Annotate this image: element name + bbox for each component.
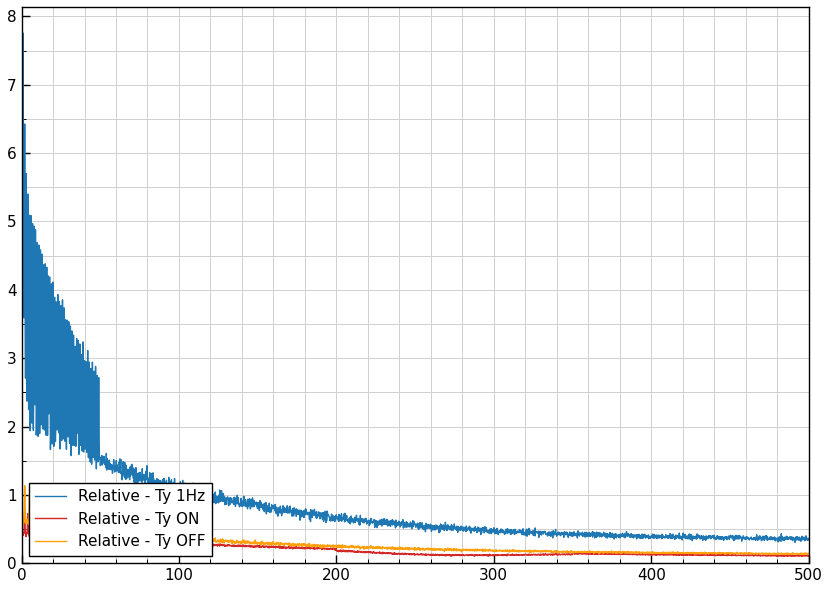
Relative - Ty 1Hz [18, 30, 28, 37]
Relative - Ty ON [704, 552, 714, 559]
Relative - Ty ON [788, 552, 798, 559]
Relative - Ty OFF [803, 550, 813, 557]
Relative - Ty 1Hz [790, 539, 800, 546]
Legend: Relative - Ty 1Hz, Relative - Ty ON, Relative - Ty OFF: Relative - Ty 1Hz, Relative - Ty ON, Rel… [29, 483, 212, 556]
Relative - Ty ON [106, 535, 116, 542]
Relative - Ty 1Hz [803, 536, 813, 543]
Relative - Ty OFF [704, 549, 714, 556]
Line: Relative - Ty OFF: Relative - Ty OFF [22, 486, 808, 555]
Line: Relative - Ty ON: Relative - Ty ON [22, 510, 808, 556]
Relative - Ty OFF [154, 533, 164, 540]
Relative - Ty 1Hz [788, 536, 798, 543]
Relative - Ty 1Hz [704, 533, 714, 540]
Relative - Ty ON [319, 545, 329, 552]
Relative - Ty 1Hz [353, 517, 363, 525]
Relative - Ty OFF [17, 520, 27, 527]
Relative - Ty OFF [20, 482, 30, 489]
Line: Relative - Ty 1Hz: Relative - Ty 1Hz [22, 33, 808, 542]
Relative - Ty ON [20, 507, 30, 514]
Relative - Ty ON [779, 553, 789, 560]
Relative - Ty OFF [802, 551, 812, 558]
Relative - Ty OFF [353, 543, 363, 550]
Relative - Ty OFF [788, 549, 798, 556]
Relative - Ty OFF [319, 542, 329, 549]
Relative - Ty ON [353, 549, 363, 556]
Relative - Ty OFF [106, 529, 116, 536]
Relative - Ty ON [17, 532, 27, 539]
Relative - Ty 1Hz [106, 465, 116, 472]
Relative - Ty ON [154, 540, 164, 548]
Relative - Ty 1Hz [17, 113, 27, 120]
Relative - Ty 1Hz [319, 518, 329, 525]
Relative - Ty ON [803, 552, 813, 559]
Relative - Ty 1Hz [154, 477, 164, 484]
